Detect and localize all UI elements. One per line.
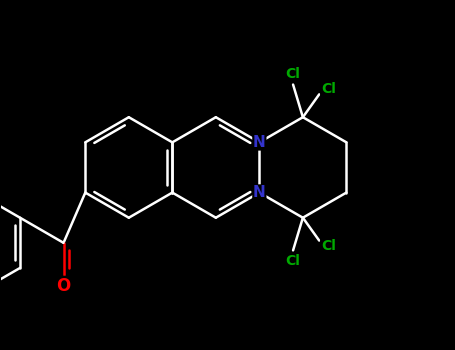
- Text: O: O: [56, 276, 71, 295]
- Text: Cl: Cl: [286, 254, 300, 268]
- Text: Cl: Cl: [321, 239, 336, 253]
- Text: N: N: [253, 135, 266, 150]
- Text: N: N: [253, 185, 266, 200]
- Text: Cl: Cl: [321, 82, 336, 96]
- Text: Cl: Cl: [286, 66, 300, 80]
